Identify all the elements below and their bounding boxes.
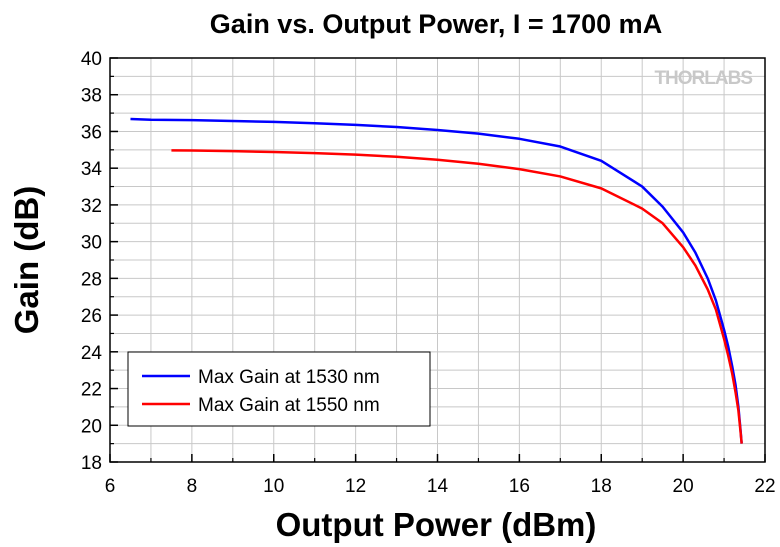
x-tick-label: 8 <box>187 476 198 497</box>
legend: Max Gain at 1530 nm Max Gain at 1550 nm <box>127 351 431 427</box>
y-tick-label: 18 <box>81 453 102 474</box>
x-axis-label: Output Power (dBm) <box>276 506 597 543</box>
thorlabs-watermark: THORLABS <box>654 68 752 89</box>
y-tick-label: 20 <box>81 416 102 437</box>
series-layer <box>130 117 743 444</box>
x-axis-ticks: 6 8 10 12 14 16 18 20 22 <box>105 454 776 497</box>
series-line-1530nm <box>130 117 743 444</box>
y-tick-label: 28 <box>81 269 102 290</box>
x-tick-label: 22 <box>754 476 775 497</box>
x-tick-label: 12 <box>345 476 366 497</box>
y-tick-label: 24 <box>81 343 103 364</box>
x-tick-label: 6 <box>105 476 116 497</box>
y-tick-label: 40 <box>81 49 102 70</box>
y-tick-label: 34 <box>81 159 103 180</box>
x-tick-label: 20 <box>673 476 694 497</box>
y-tick-label: 30 <box>81 233 102 254</box>
chart-title: Gain vs. Output Power, I = 1700 mA <box>210 9 662 39</box>
series-line-1550nm <box>171 149 743 444</box>
legend-box <box>127 351 431 427</box>
y-axis-ticks: 18 20 22 24 26 28 30 32 34 36 38 40 <box>81 49 118 474</box>
legend-label-1530nm: Max Gain at 1530 nm <box>198 367 380 388</box>
y-tick-label: 36 <box>81 122 102 143</box>
x-tick-label: 16 <box>509 476 530 497</box>
y-tick-label: 32 <box>81 196 102 217</box>
x-tick-label: 14 <box>427 476 449 497</box>
y-tick-label: 22 <box>81 380 102 401</box>
x-tick-label: 18 <box>591 476 612 497</box>
y-tick-label: 26 <box>81 306 102 327</box>
y-axis-label: Gain (dB) <box>8 186 45 334</box>
x-tick-label: 10 <box>263 476 284 497</box>
legend-label-1550nm: Max Gain at 1550 nm <box>198 395 380 416</box>
y-tick-label: 38 <box>81 86 102 107</box>
